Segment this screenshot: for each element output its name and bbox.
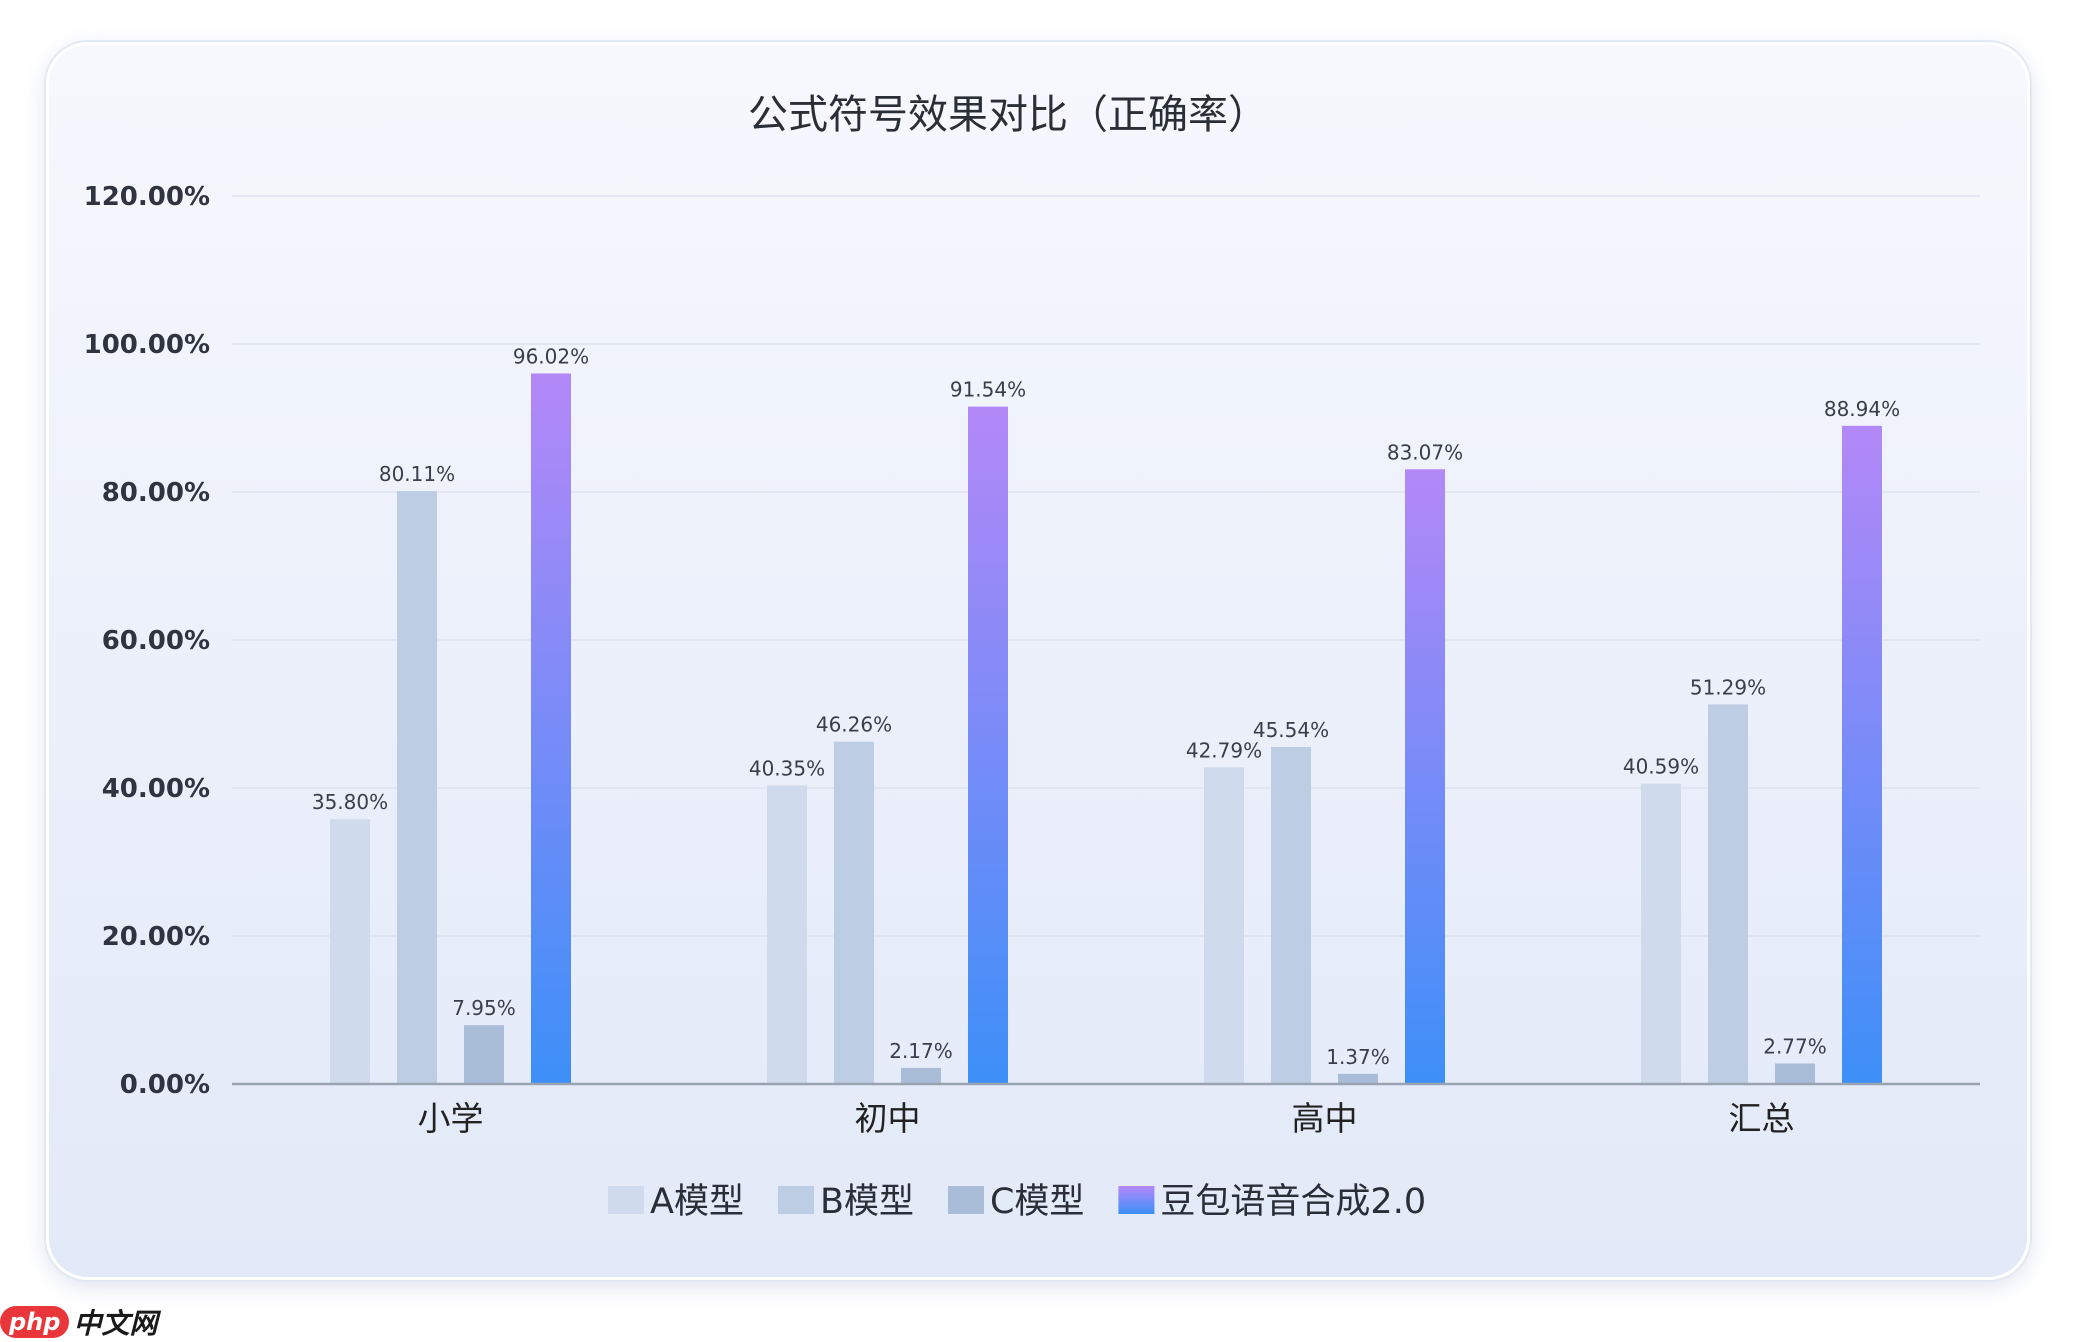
data-label: 80.11% bbox=[379, 462, 455, 486]
bar bbox=[397, 491, 437, 1084]
data-label: 40.35% bbox=[749, 756, 825, 780]
bars bbox=[330, 373, 1882, 1085]
bar bbox=[464, 1025, 504, 1084]
x-tick-label: 小学 bbox=[418, 1099, 484, 1138]
x-tick-label: 高中 bbox=[1292, 1099, 1358, 1138]
y-tick-label: 40.00% bbox=[102, 774, 210, 804]
bar bbox=[1338, 1073, 1378, 1084]
data-label: 7.95% bbox=[452, 996, 516, 1020]
y-tick-label: 20.00% bbox=[102, 922, 210, 952]
data-label: 45.54% bbox=[1253, 718, 1329, 742]
legend: A模型 B模型 C模型 豆包语音合成2.0 bbox=[608, 1182, 1426, 1222]
bar bbox=[1204, 767, 1244, 1084]
bar bbox=[1708, 704, 1748, 1084]
legend-swatch bbox=[777, 1186, 814, 1214]
x-tick-label: 初中 bbox=[855, 1099, 921, 1138]
bar bbox=[1271, 747, 1311, 1084]
data-label: 35.80% bbox=[312, 790, 388, 814]
bar bbox=[1405, 469, 1445, 1085]
php-logo: php 中文网 bbox=[0, 1303, 157, 1341]
bar bbox=[901, 1067, 941, 1084]
legend-swatch bbox=[1118, 1186, 1155, 1214]
bar bbox=[1641, 783, 1681, 1084]
bar bbox=[330, 819, 370, 1084]
gridlines bbox=[232, 195, 1980, 937]
data-label: 83.07% bbox=[1387, 440, 1463, 464]
legend-label: A模型 bbox=[650, 1182, 744, 1222]
y-tick-label: 0.00% bbox=[120, 1070, 210, 1100]
y-tick-label: 80.00% bbox=[102, 478, 210, 508]
data-label: 2.17% bbox=[889, 1039, 953, 1063]
legend-label: 豆包语音合成2.0 bbox=[1160, 1182, 1426, 1222]
legend-label: C模型 bbox=[990, 1182, 1084, 1222]
bar bbox=[1842, 425, 1882, 1084]
php-logo-text: 中文网 bbox=[73, 1307, 158, 1340]
data-labels: 35.80% 80.11% 7.95% 96.02% 40.35% 46.26% 2.17%… bbox=[312, 344, 1900, 1068]
data-label: 1.37% bbox=[1326, 1045, 1390, 1069]
y-tick-label: 60.00% bbox=[102, 626, 210, 656]
bar bbox=[767, 785, 807, 1084]
bar bbox=[1775, 1063, 1815, 1084]
bar bbox=[531, 373, 571, 1084]
x-axis-ticks: 小学 初中 高中 汇总 bbox=[418, 1099, 1795, 1138]
data-label: 96.02% bbox=[513, 344, 589, 368]
data-label: 46.26% bbox=[816, 713, 892, 737]
chart-card bbox=[46, 42, 2030, 1280]
legend-label: B模型 bbox=[820, 1182, 914, 1222]
data-label: 91.54% bbox=[950, 378, 1026, 402]
y-tick-label: 120.00% bbox=[84, 182, 210, 212]
y-tick-label: 100.00% bbox=[84, 330, 210, 360]
bar bbox=[968, 406, 1008, 1084]
data-label: 2.77% bbox=[1763, 1035, 1827, 1059]
chart-title: 公式符号效果对比（正确率） bbox=[748, 92, 1268, 138]
legend-swatch bbox=[947, 1186, 984, 1214]
php-logo-badge: php bbox=[0, 1306, 70, 1338]
data-label: 51.29% bbox=[1690, 675, 1766, 699]
data-label: 42.79% bbox=[1186, 738, 1262, 762]
data-label: 40.59% bbox=[1623, 755, 1699, 779]
data-label: 88.94% bbox=[1824, 397, 1900, 421]
bar bbox=[834, 741, 874, 1084]
legend-swatch bbox=[608, 1186, 644, 1214]
y-axis-ticks: 0.00% 20.00% 40.00% 60.00% 80.00% 100.00% 120.… bbox=[84, 182, 210, 1100]
x-tick-label: 汇总 bbox=[1729, 1099, 1795, 1138]
